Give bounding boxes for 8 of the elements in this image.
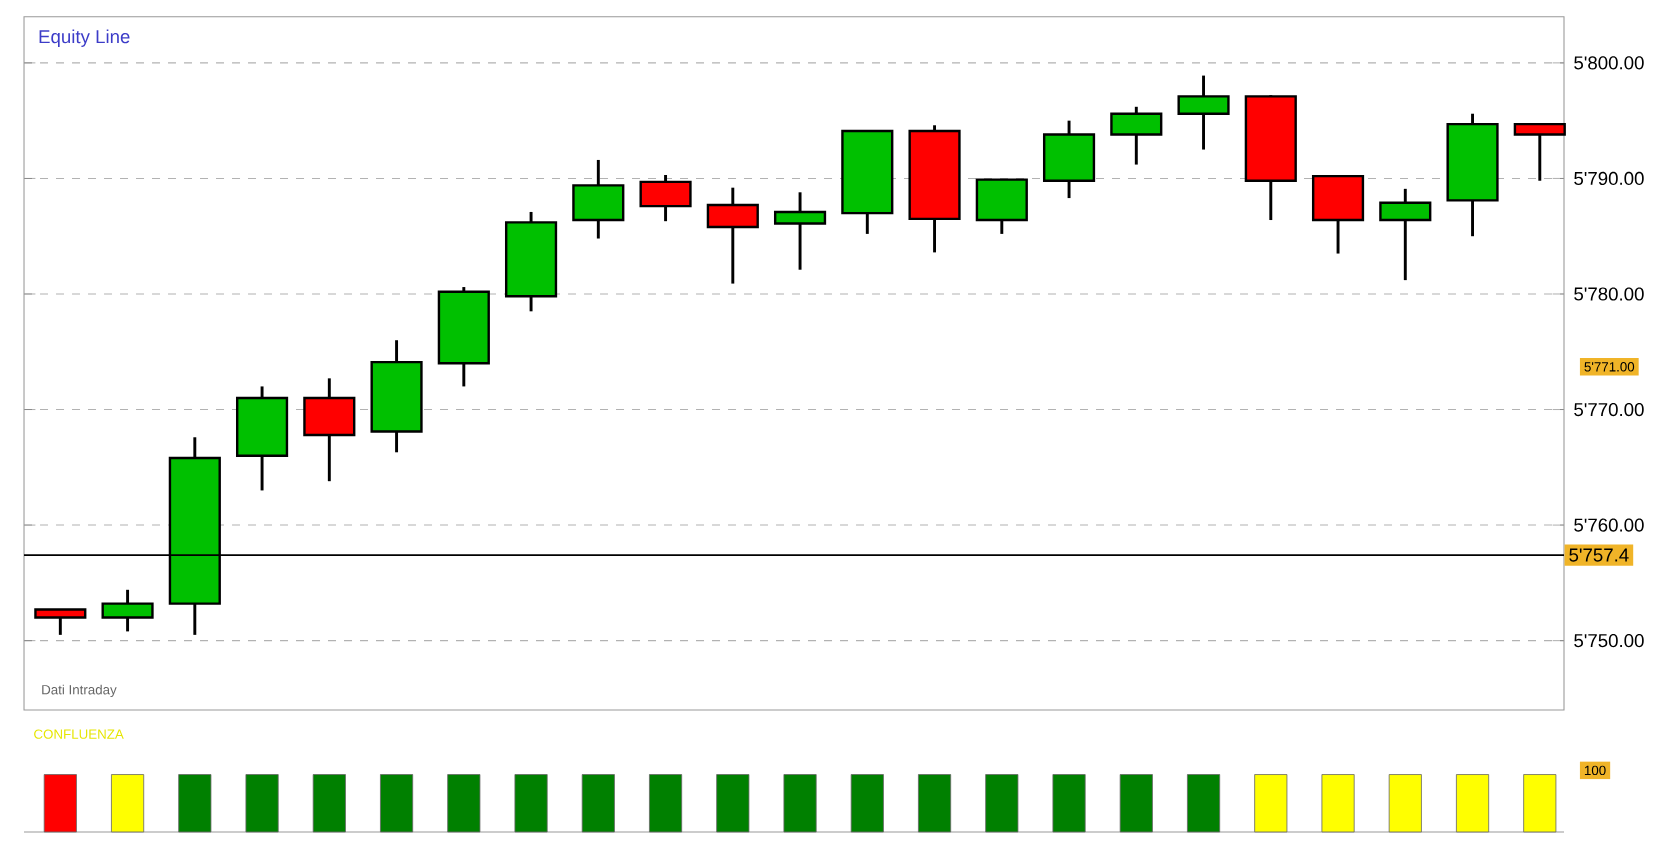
y-tick-label: 5'750.00 [1574,633,1644,648]
y-tick-label: 5'800.00 [1574,56,1644,70]
y-tick-label: 5'780.00 [1574,287,1644,301]
y-tick-label: 5'760.00 [1574,518,1644,532]
y-tick-label: 5'770.00 [1574,402,1644,417]
text: Equity Line [39,29,130,47]
y-tick-label: 5'790.00 [1574,171,1644,185]
ref-line-label: 5'757.4 [1569,548,1629,562]
